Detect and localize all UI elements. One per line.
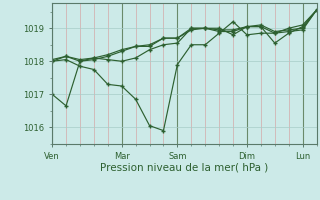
X-axis label: Pression niveau de la mer( hPa ): Pression niveau de la mer( hPa ): [100, 163, 268, 173]
